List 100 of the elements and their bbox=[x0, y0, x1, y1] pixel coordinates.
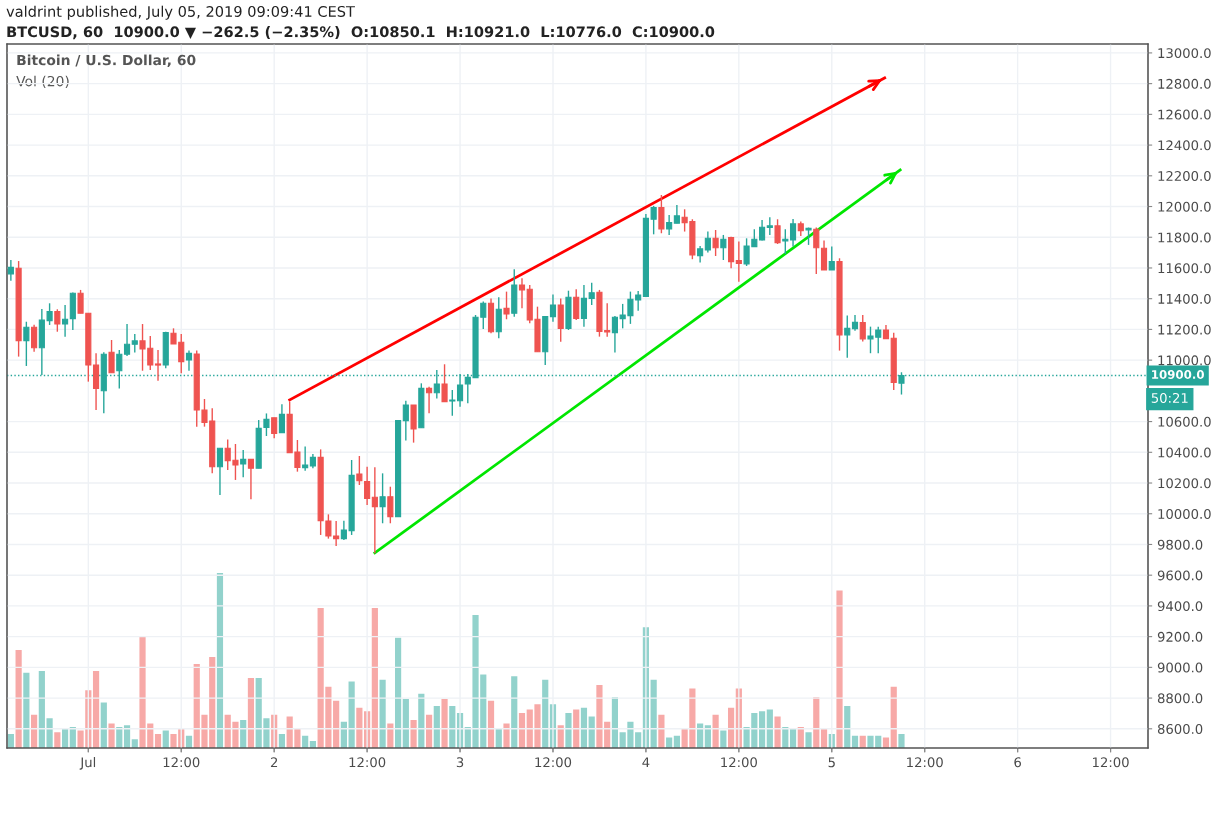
bar bbox=[278, 734, 286, 748]
y-tick-label: 8800.0 bbox=[1157, 693, 1203, 704]
x-tick-label: 4 bbox=[642, 757, 650, 768]
candlestick bbox=[240, 449, 247, 479]
y-tick-label: 11000.0 bbox=[1158, 355, 1211, 366]
bar bbox=[425, 714, 433, 748]
candlestick bbox=[154, 349, 162, 382]
candlestick bbox=[131, 333, 138, 354]
candlestick bbox=[573, 288, 580, 321]
bar bbox=[728, 707, 735, 748]
bar bbox=[92, 671, 100, 748]
candlestick bbox=[371, 466, 378, 555]
bar bbox=[565, 713, 572, 748]
bar bbox=[379, 679, 386, 748]
y-tick-label: 8600.0 bbox=[1157, 724, 1203, 734]
bar bbox=[712, 714, 719, 748]
bar bbox=[240, 720, 247, 748]
bar bbox=[333, 700, 340, 748]
x-tick-label: 12:00 bbox=[163, 757, 200, 768]
bar bbox=[898, 734, 905, 748]
x-tick-label: 5 bbox=[828, 757, 835, 768]
text: Bitcoin / U.S. Dollar, 60 bbox=[17, 54, 196, 68]
candlestick bbox=[774, 218, 781, 245]
candlestick bbox=[356, 455, 363, 486]
bar bbox=[542, 679, 549, 748]
bar bbox=[31, 714, 38, 748]
bar bbox=[487, 700, 495, 748]
candlestick bbox=[588, 282, 595, 306]
y-tick-label: 11600.0 bbox=[1158, 263, 1211, 274]
bar bbox=[518, 713, 526, 748]
bar bbox=[836, 590, 843, 748]
y-tick-label: 9400.0 bbox=[1157, 601, 1203, 612]
candlestick bbox=[278, 403, 285, 434]
y-tick-label: 12200.0 bbox=[1158, 171, 1211, 181]
bar bbox=[766, 709, 773, 748]
candlestick bbox=[782, 228, 789, 255]
candlestick bbox=[402, 399, 409, 442]
candlestick bbox=[658, 194, 665, 234]
y-tick-label: 12400.0 bbox=[1158, 140, 1211, 151]
candlestick bbox=[456, 373, 464, 408]
bar bbox=[433, 706, 440, 748]
bar bbox=[844, 706, 851, 748]
candlestick bbox=[820, 239, 828, 271]
bar bbox=[441, 699, 448, 748]
candlestick bbox=[108, 339, 115, 374]
candlestick bbox=[789, 218, 797, 248]
bar bbox=[611, 697, 619, 748]
candlestick bbox=[247, 458, 255, 500]
bar bbox=[820, 728, 828, 748]
bar bbox=[697, 723, 704, 748]
candlestick bbox=[859, 314, 866, 343]
candlestick bbox=[123, 323, 131, 357]
bar bbox=[15, 650, 22, 748]
bar bbox=[813, 697, 820, 748]
x-tick-label: 12:00 bbox=[349, 757, 386, 768]
candlestick bbox=[364, 466, 371, 506]
candlestick bbox=[54, 308, 61, 333]
bar bbox=[371, 608, 378, 748]
candlestick bbox=[580, 284, 588, 328]
candlestick bbox=[813, 226, 820, 275]
y-tick-label: 10600.0 bbox=[1158, 416, 1211, 427]
bar bbox=[758, 711, 766, 748]
candlestick bbox=[549, 293, 557, 323]
candlestick bbox=[844, 314, 851, 359]
y-tick-label: 11400.0 bbox=[1158, 293, 1211, 304]
candlestick bbox=[379, 472, 386, 524]
bar bbox=[495, 728, 502, 748]
text: BTCUSD, 60 10900.0 ▼ −262.5 (−2.35%) O:10850.1 H:10921.0 L:10776.0 C:10900.0 bbox=[7, 26, 715, 40]
candlestick bbox=[441, 363, 448, 403]
y-tick-label: 10400.0 bbox=[1158, 447, 1211, 458]
candlestick bbox=[185, 349, 193, 372]
candlestick bbox=[673, 204, 680, 224]
y-tick-label: 9800.0 bbox=[1157, 539, 1203, 550]
bar bbox=[387, 723, 394, 748]
candlestick bbox=[271, 417, 278, 440]
bar bbox=[805, 732, 812, 748]
candlestick bbox=[410, 404, 417, 444]
candlestick bbox=[611, 315, 619, 354]
ref-line-label: 10900.0 bbox=[1152, 369, 1204, 379]
y-tick-label: 12000.0 bbox=[1158, 201, 1211, 212]
bar bbox=[511, 676, 518, 748]
candlestick bbox=[449, 389, 456, 417]
candlestick bbox=[735, 240, 742, 283]
bar bbox=[658, 714, 665, 748]
bar bbox=[23, 672, 30, 748]
candlestick bbox=[387, 486, 394, 524]
candlestick bbox=[23, 321, 30, 367]
x-tick-label: 6 bbox=[1014, 757, 1021, 768]
bar bbox=[61, 728, 69, 748]
candlestick bbox=[92, 352, 100, 411]
bar bbox=[890, 686, 897, 748]
candlestick bbox=[712, 229, 719, 257]
bar bbox=[348, 681, 355, 748]
y-tick-label: 10200.0 bbox=[1158, 478, 1211, 489]
x-tick-label: 12:00 bbox=[1093, 757, 1129, 768]
y-tick-label: 9200.0 bbox=[1157, 631, 1203, 642]
bar bbox=[789, 728, 797, 748]
bar bbox=[7, 734, 14, 748]
x-tick-label: 2 bbox=[270, 757, 278, 768]
bar bbox=[449, 706, 456, 748]
